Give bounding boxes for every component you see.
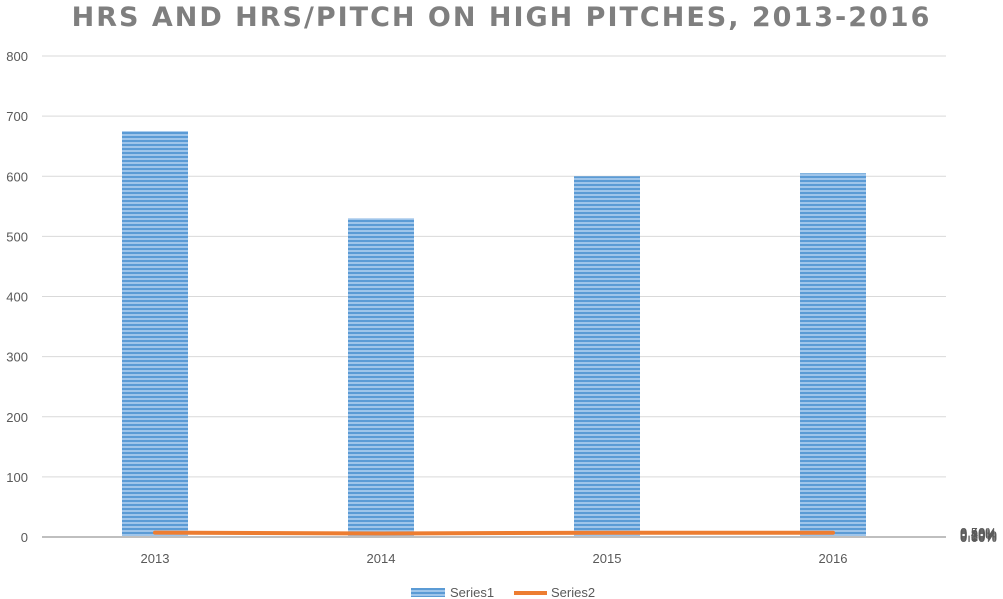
chart-title: HRS AND HRS/PITCH ON HIGH PITCHES, 2013-… — [71, 2, 932, 33]
y-tick-label: 0 — [21, 530, 28, 545]
y2-tick-label: 0.20% — [960, 528, 997, 543]
y-tick-label: 700 — [6, 109, 28, 124]
x-tick-label: 2015 — [593, 551, 622, 566]
y-tick-label: 800 — [6, 49, 28, 64]
x-tick-label: 2013 — [141, 551, 170, 566]
legend-series1-swatch — [411, 588, 445, 597]
bar — [122, 131, 188, 537]
y2-tick-label: 0.00% — [960, 530, 997, 545]
y-tick-label: 400 — [6, 290, 28, 305]
y-tick-label: 600 — [6, 169, 28, 184]
x-tick-label: 2016 — [819, 551, 848, 566]
bar — [348, 218, 414, 537]
legend-series2-label: Series2 — [551, 585, 595, 599]
y-tick-label: 500 — [6, 229, 28, 244]
bar — [800, 173, 866, 537]
y-tick-label: 300 — [6, 350, 28, 365]
y-tick-label: 100 — [6, 470, 28, 485]
y-tick-label: 200 — [6, 410, 28, 425]
legend-series1-label: Series1 — [450, 585, 494, 599]
y2-tick-label: 0.10% — [960, 529, 997, 544]
y2-tick-label: 0.30% — [960, 527, 997, 542]
y2-tick-label: 0.50% — [960, 525, 997, 540]
series2-line — [153, 530, 835, 536]
x-tick-label: 2014 — [367, 551, 396, 566]
y2-tick-label: 0.40% — [960, 526, 997, 541]
bar — [574, 176, 640, 537]
